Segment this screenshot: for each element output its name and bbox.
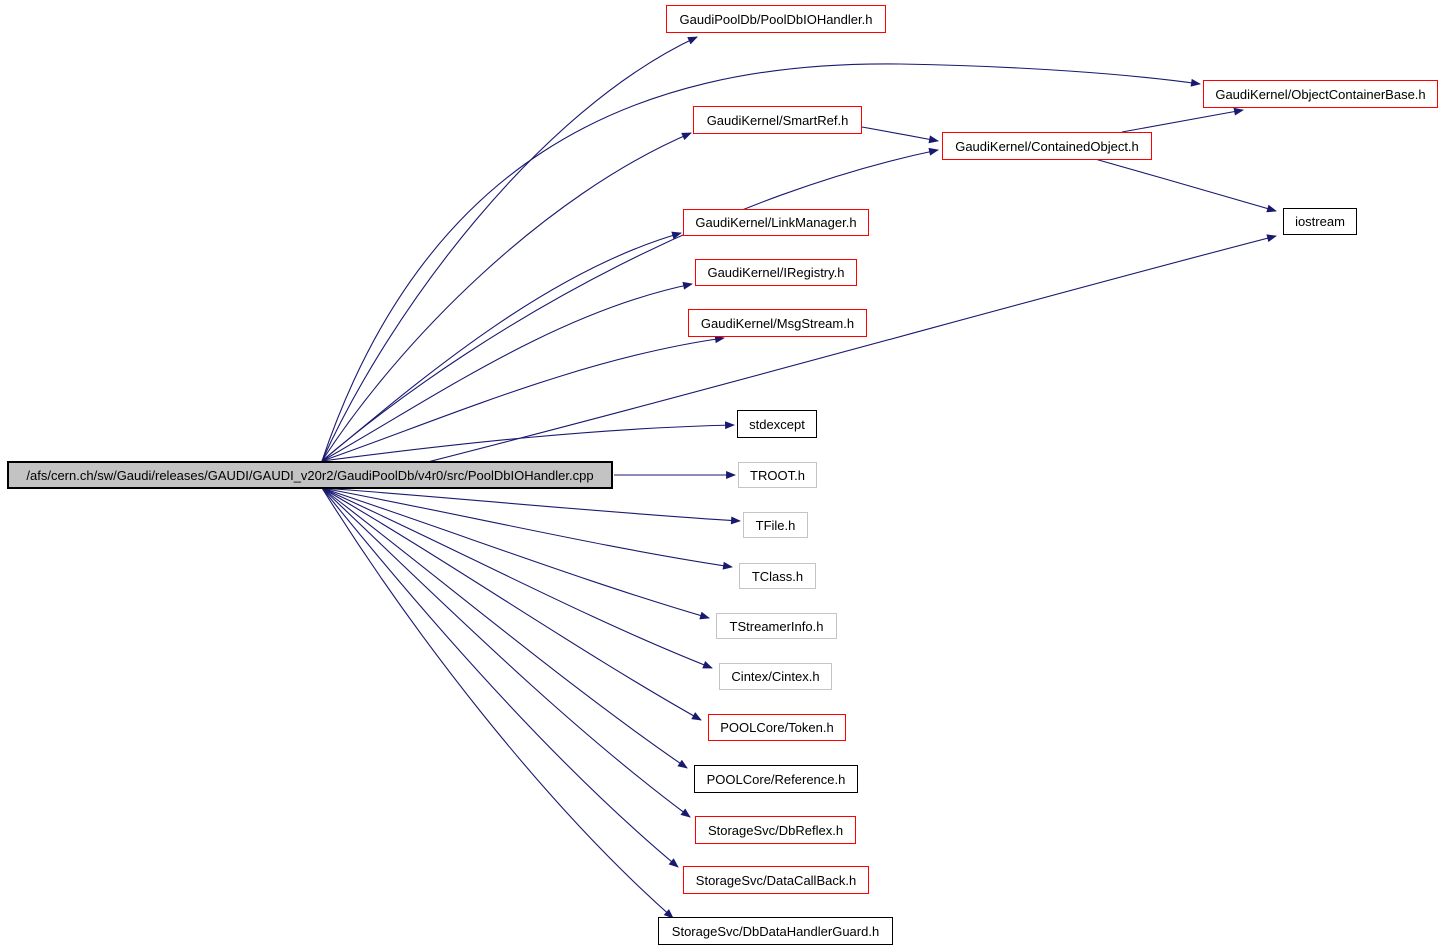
graph-node-troot[interactable]: TROOT.h bbox=[738, 462, 817, 488]
edge-main-to-pooldbiohandler bbox=[321, 36, 698, 462]
edge-main-to-msgstream bbox=[321, 335, 725, 462]
graph-node-label: GaudiKernel/SmartRef.h bbox=[706, 112, 849, 128]
edge-main-to-guard bbox=[321, 487, 674, 919]
edge-smartref-to-containedobject bbox=[861, 126, 939, 144]
graph-node-label: POOLCore/Token.h bbox=[720, 720, 834, 735]
graph-node-label: TClass.h bbox=[751, 568, 804, 584]
edge-main-to-dbreflex bbox=[321, 487, 691, 818]
graph-node-label: GaudiKernel/MsgStream.h bbox=[700, 315, 855, 331]
graph-node-token[interactable]: POOLCore/Token.h bbox=[708, 714, 846, 741]
graph-node-label: iostream bbox=[1295, 214, 1345, 229]
graph-node-label: TROOT.h bbox=[750, 467, 805, 483]
graph-node-tfile[interactable]: TFile.h bbox=[743, 512, 808, 538]
graph-node-pooldbiohandler[interactable]: GaudiPoolDb/PoolDbIOHandler.h bbox=[666, 5, 886, 33]
graph-node-label: GaudiPoolDb/PoolDbIOHandler.h bbox=[679, 11, 873, 27]
graph-node-label: GaudiKernel/IRegistry.h bbox=[707, 265, 845, 280]
graph-node-iregistry[interactable]: GaudiKernel/IRegistry.h bbox=[695, 259, 857, 286]
graph-node-label: TFile.h bbox=[755, 517, 796, 533]
graph-node-guard[interactable]: StorageSvc/DbDataHandlerGuard.h bbox=[658, 917, 893, 945]
graph-node-linkmanager[interactable]: GaudiKernel/LinkManager.h bbox=[683, 209, 869, 236]
edge-main-to-token bbox=[321, 487, 702, 721]
graph-node-label: /afs/cern.ch/sw/Gaudi/releases/GAUDI/GAU… bbox=[26, 467, 594, 483]
graph-node-stdexcept[interactable]: stdexcept bbox=[737, 410, 817, 438]
edge-main-to-tstreamerinfo bbox=[321, 487, 710, 620]
edge-main-to-tfile bbox=[321, 487, 741, 525]
edge-main-to-stdexcept bbox=[321, 421, 735, 462]
edge-main-to-containedobject bbox=[321, 147, 939, 462]
graph-node-objectcontainerbase[interactable]: GaudiKernel/ObjectContainerBase.h bbox=[1203, 80, 1438, 108]
graph-node-dbreflex[interactable]: StorageSvc/DbReflex.h bbox=[695, 816, 856, 844]
graph-node-label: Cintex/Cintex.h bbox=[731, 669, 820, 684]
graph-node-containedobject[interactable]: GaudiKernel/ContainedObject.h bbox=[942, 132, 1152, 160]
edge-main-to-cintex bbox=[321, 487, 713, 669]
graph-node-msgstream[interactable]: GaudiKernel/MsgStream.h bbox=[688, 309, 867, 337]
graph-node-cintex[interactable]: Cintex/Cintex.h bbox=[719, 663, 832, 690]
graph-node-label: StorageSvc/DataCallBack.h bbox=[695, 872, 857, 888]
edge-main-to-datacallback bbox=[321, 487, 679, 868]
graph-node-tstreamerinfo[interactable]: TStreamerInfo.h bbox=[716, 613, 837, 639]
edge-main-to-reference bbox=[321, 487, 688, 769]
graph-node-smartref[interactable]: GaudiKernel/SmartRef.h bbox=[693, 106, 862, 134]
graph-node-label: stdexcept bbox=[749, 416, 805, 432]
graph-node-label: GaudiKernel/LinkManager.h bbox=[695, 215, 857, 230]
edge-main-to-linkmanager bbox=[321, 231, 682, 462]
edge-main-to-iregistry bbox=[321, 281, 693, 462]
edge-main-to-tclass bbox=[321, 487, 733, 570]
edge-main-to-objectcontainerbase bbox=[321, 63, 1201, 462]
edge-containedobject-to-objectcontainerbase bbox=[1121, 107, 1244, 133]
graph-node-label: StorageSvc/DbReflex.h bbox=[707, 822, 844, 838]
graph-node-iostream[interactable]: iostream bbox=[1283, 208, 1357, 235]
edge-containedobject-to-iostream bbox=[1094, 158, 1277, 213]
graph-node-label: TStreamerInfo.h bbox=[729, 618, 824, 634]
graph-node-datacallback[interactable]: StorageSvc/DataCallBack.h bbox=[683, 866, 869, 894]
graph-node-reference[interactable]: POOLCore/Reference.h bbox=[694, 765, 858, 793]
graph-node-tclass[interactable]: TClass.h bbox=[739, 563, 816, 589]
edge-main-to-iostream bbox=[323, 234, 1277, 489]
graph-node-label: GaudiKernel/ContainedObject.h bbox=[955, 138, 1139, 154]
graph-node-label: StorageSvc/DbDataHandlerGuard.h bbox=[671, 923, 880, 939]
graph-node-label: GaudiKernel/ObjectContainerBase.h bbox=[1215, 86, 1426, 102]
edge-main-to-smartref bbox=[321, 132, 692, 462]
graph-node-label: POOLCore/Reference.h bbox=[706, 771, 846, 787]
graph-node-main: /afs/cern.ch/sw/Gaudi/releases/GAUDI/GAU… bbox=[7, 461, 613, 489]
